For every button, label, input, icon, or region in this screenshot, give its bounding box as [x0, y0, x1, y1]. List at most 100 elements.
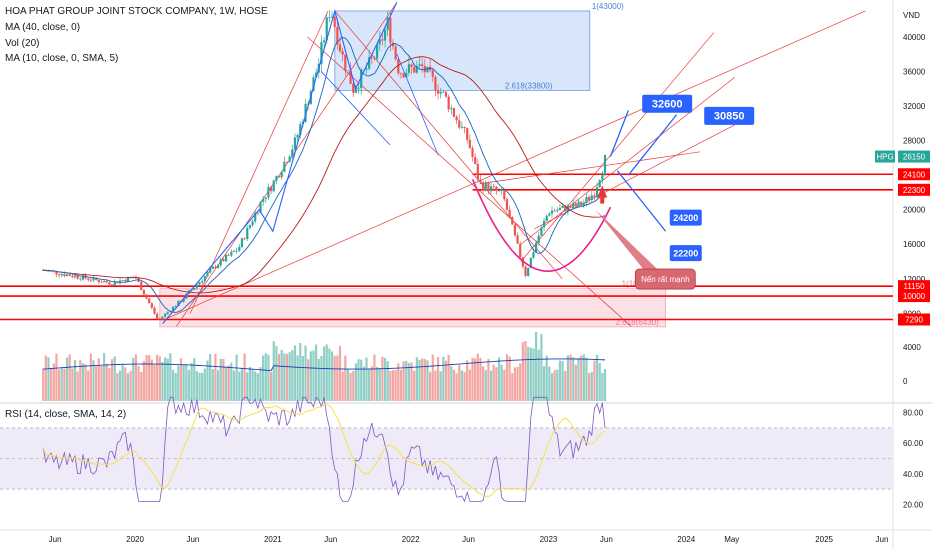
time-tick: Jun [876, 535, 889, 544]
candle [333, 16, 336, 28]
volume-bar [410, 362, 413, 401]
volume-bar [113, 356, 116, 401]
volume-bar [407, 363, 411, 401]
candle [161, 316, 164, 319]
candle [590, 195, 593, 201]
volume-bar [280, 349, 283, 401]
candle [519, 243, 522, 258]
volume-bar [150, 359, 153, 401]
volume-bar [434, 370, 437, 401]
volume-bar [389, 371, 392, 401]
volume-bar [349, 372, 352, 401]
rsi-tick: 40.00 [903, 470, 924, 479]
volume-bar [550, 373, 554, 401]
candle [471, 148, 474, 158]
volume-bar [500, 364, 503, 401]
candle [503, 189, 506, 200]
volume-bar [116, 372, 119, 401]
candle [269, 187, 273, 192]
candle [582, 202, 585, 206]
volume-bar [368, 369, 371, 401]
candle [391, 42, 395, 47]
volume-bar [521, 342, 524, 401]
volume-bar [365, 357, 368, 401]
volume-bar [73, 360, 77, 401]
volume-bar [224, 366, 228, 401]
legend-rsi: RSI (14, close, SMA, 14, 2) [5, 409, 127, 420]
volume-bar [418, 359, 421, 401]
volume-bar [246, 372, 249, 401]
candle [365, 68, 368, 70]
candle [288, 156, 291, 162]
volume-bar [161, 362, 164, 401]
candle [585, 196, 588, 203]
candle [280, 171, 283, 178]
volume-bar [452, 369, 456, 401]
volume-bar [537, 349, 540, 401]
volume-bar [413, 370, 416, 401]
volume-bar [42, 368, 45, 401]
symbol-tag: HPG [876, 153, 893, 162]
volume-bar [598, 362, 601, 401]
time-tick: 2022 [402, 535, 420, 544]
volume-bar [92, 360, 95, 401]
volume-bar [447, 354, 450, 401]
volume-bar [545, 355, 548, 401]
candle [275, 176, 278, 181]
volume-bar [240, 368, 244, 401]
candle [460, 126, 464, 128]
rsi-line [42, 396, 606, 503]
volume-bar [471, 357, 474, 401]
candle [214, 266, 217, 268]
candle [174, 306, 177, 307]
candle [103, 281, 106, 283]
volume-bar [376, 366, 379, 401]
volume-bar [489, 370, 493, 401]
volume-bar [179, 358, 183, 401]
candle [505, 199, 509, 210]
volume-bar [97, 358, 100, 401]
volume-bar [458, 365, 461, 401]
candle [492, 186, 495, 188]
candle [272, 180, 275, 192]
volume-bar [590, 371, 593, 401]
volume-bar [505, 354, 509, 401]
price-tick: 36000 [903, 67, 926, 76]
volume-bar [124, 367, 127, 401]
candle [593, 195, 596, 198]
candle [352, 83, 355, 93]
candle [129, 276, 132, 278]
volume-bar [137, 366, 140, 401]
volume-bar [548, 366, 551, 401]
candle [558, 208, 562, 210]
candle [296, 135, 299, 138]
candle [105, 281, 108, 283]
candle [145, 294, 148, 299]
volume-bar [320, 355, 323, 401]
volume-bar [145, 354, 148, 401]
target-box [669, 209, 702, 226]
candle [484, 183, 487, 191]
volume-bar [171, 369, 175, 401]
price-tick: 28000 [903, 137, 926, 146]
volume-bar [140, 371, 143, 401]
volume-bar [431, 354, 434, 401]
candle [73, 275, 77, 278]
target-box [669, 245, 702, 262]
candle [370, 57, 373, 59]
volume-bar [227, 365, 230, 401]
volume-bar [182, 365, 185, 401]
volume-bar [444, 360, 448, 401]
candle [341, 51, 344, 55]
candle [132, 276, 135, 278]
volume-bar [338, 345, 342, 401]
volume-bar [57, 369, 61, 401]
level-tag: 22300 [903, 186, 926, 195]
volume-bar [296, 355, 299, 401]
candle [572, 203, 575, 208]
volume-bar [341, 371, 344, 401]
candle [474, 157, 477, 164]
target-arrow [616, 170, 667, 232]
candle [203, 276, 206, 282]
